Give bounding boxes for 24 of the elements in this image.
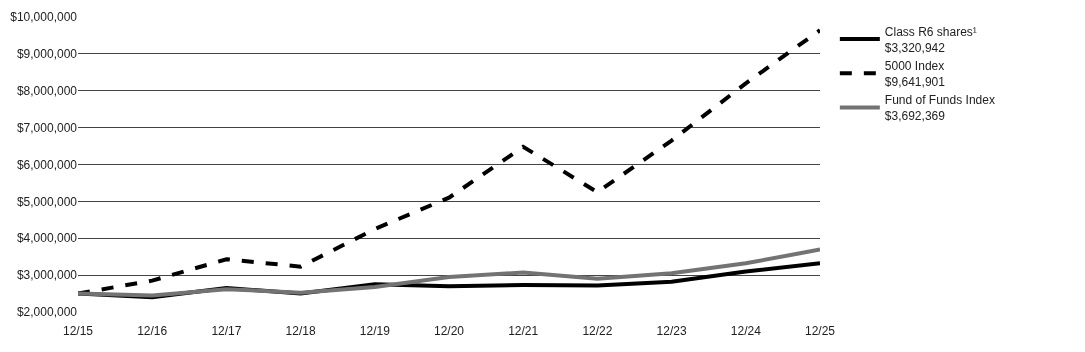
x-tick-label: 12/23 bbox=[656, 324, 687, 338]
y-tick-label: $6,000,000 bbox=[16, 157, 78, 172]
line-series bbox=[78, 247, 820, 298]
legend-label: Class R6 shares¹ $3,320,942 bbox=[884, 24, 977, 55]
x-tick-label: 12/16 bbox=[137, 324, 168, 338]
y-tick-label: $9,000,000 bbox=[16, 47, 78, 62]
x-tick-label: 12/18 bbox=[285, 324, 316, 338]
x-tick-label: 12/19 bbox=[359, 324, 391, 338]
x-tick-label: 12/25 bbox=[804, 324, 836, 338]
y-tick-label: $4,000,000 bbox=[16, 231, 78, 246]
y-tick-label: $5,000,000 bbox=[16, 194, 78, 209]
y-tick-label: $7,000,000 bbox=[16, 120, 78, 135]
legend-label: Fund of Funds Index $3,692,369 bbox=[884, 93, 995, 123]
x-tick-label: 12/20 bbox=[433, 324, 465, 338]
x-tick-label: 12/22 bbox=[582, 324, 613, 338]
y-tick-label: $10,000,000 bbox=[10, 10, 78, 25]
x-tick-label: 12/24 bbox=[730, 324, 762, 338]
x-tick-label: 12/15 bbox=[62, 324, 94, 338]
y-tick-label: $2,000,000 bbox=[16, 305, 78, 320]
y-tick-label: $3,000,000 bbox=[16, 268, 78, 283]
x-tick-label: 12/21 bbox=[508, 324, 539, 338]
legend-label: 5000 Index $9,641,901 bbox=[884, 59, 946, 89]
y-tick-label: $8,000,000 bbox=[16, 83, 78, 98]
x-tick-label: 12/17 bbox=[211, 324, 242, 338]
